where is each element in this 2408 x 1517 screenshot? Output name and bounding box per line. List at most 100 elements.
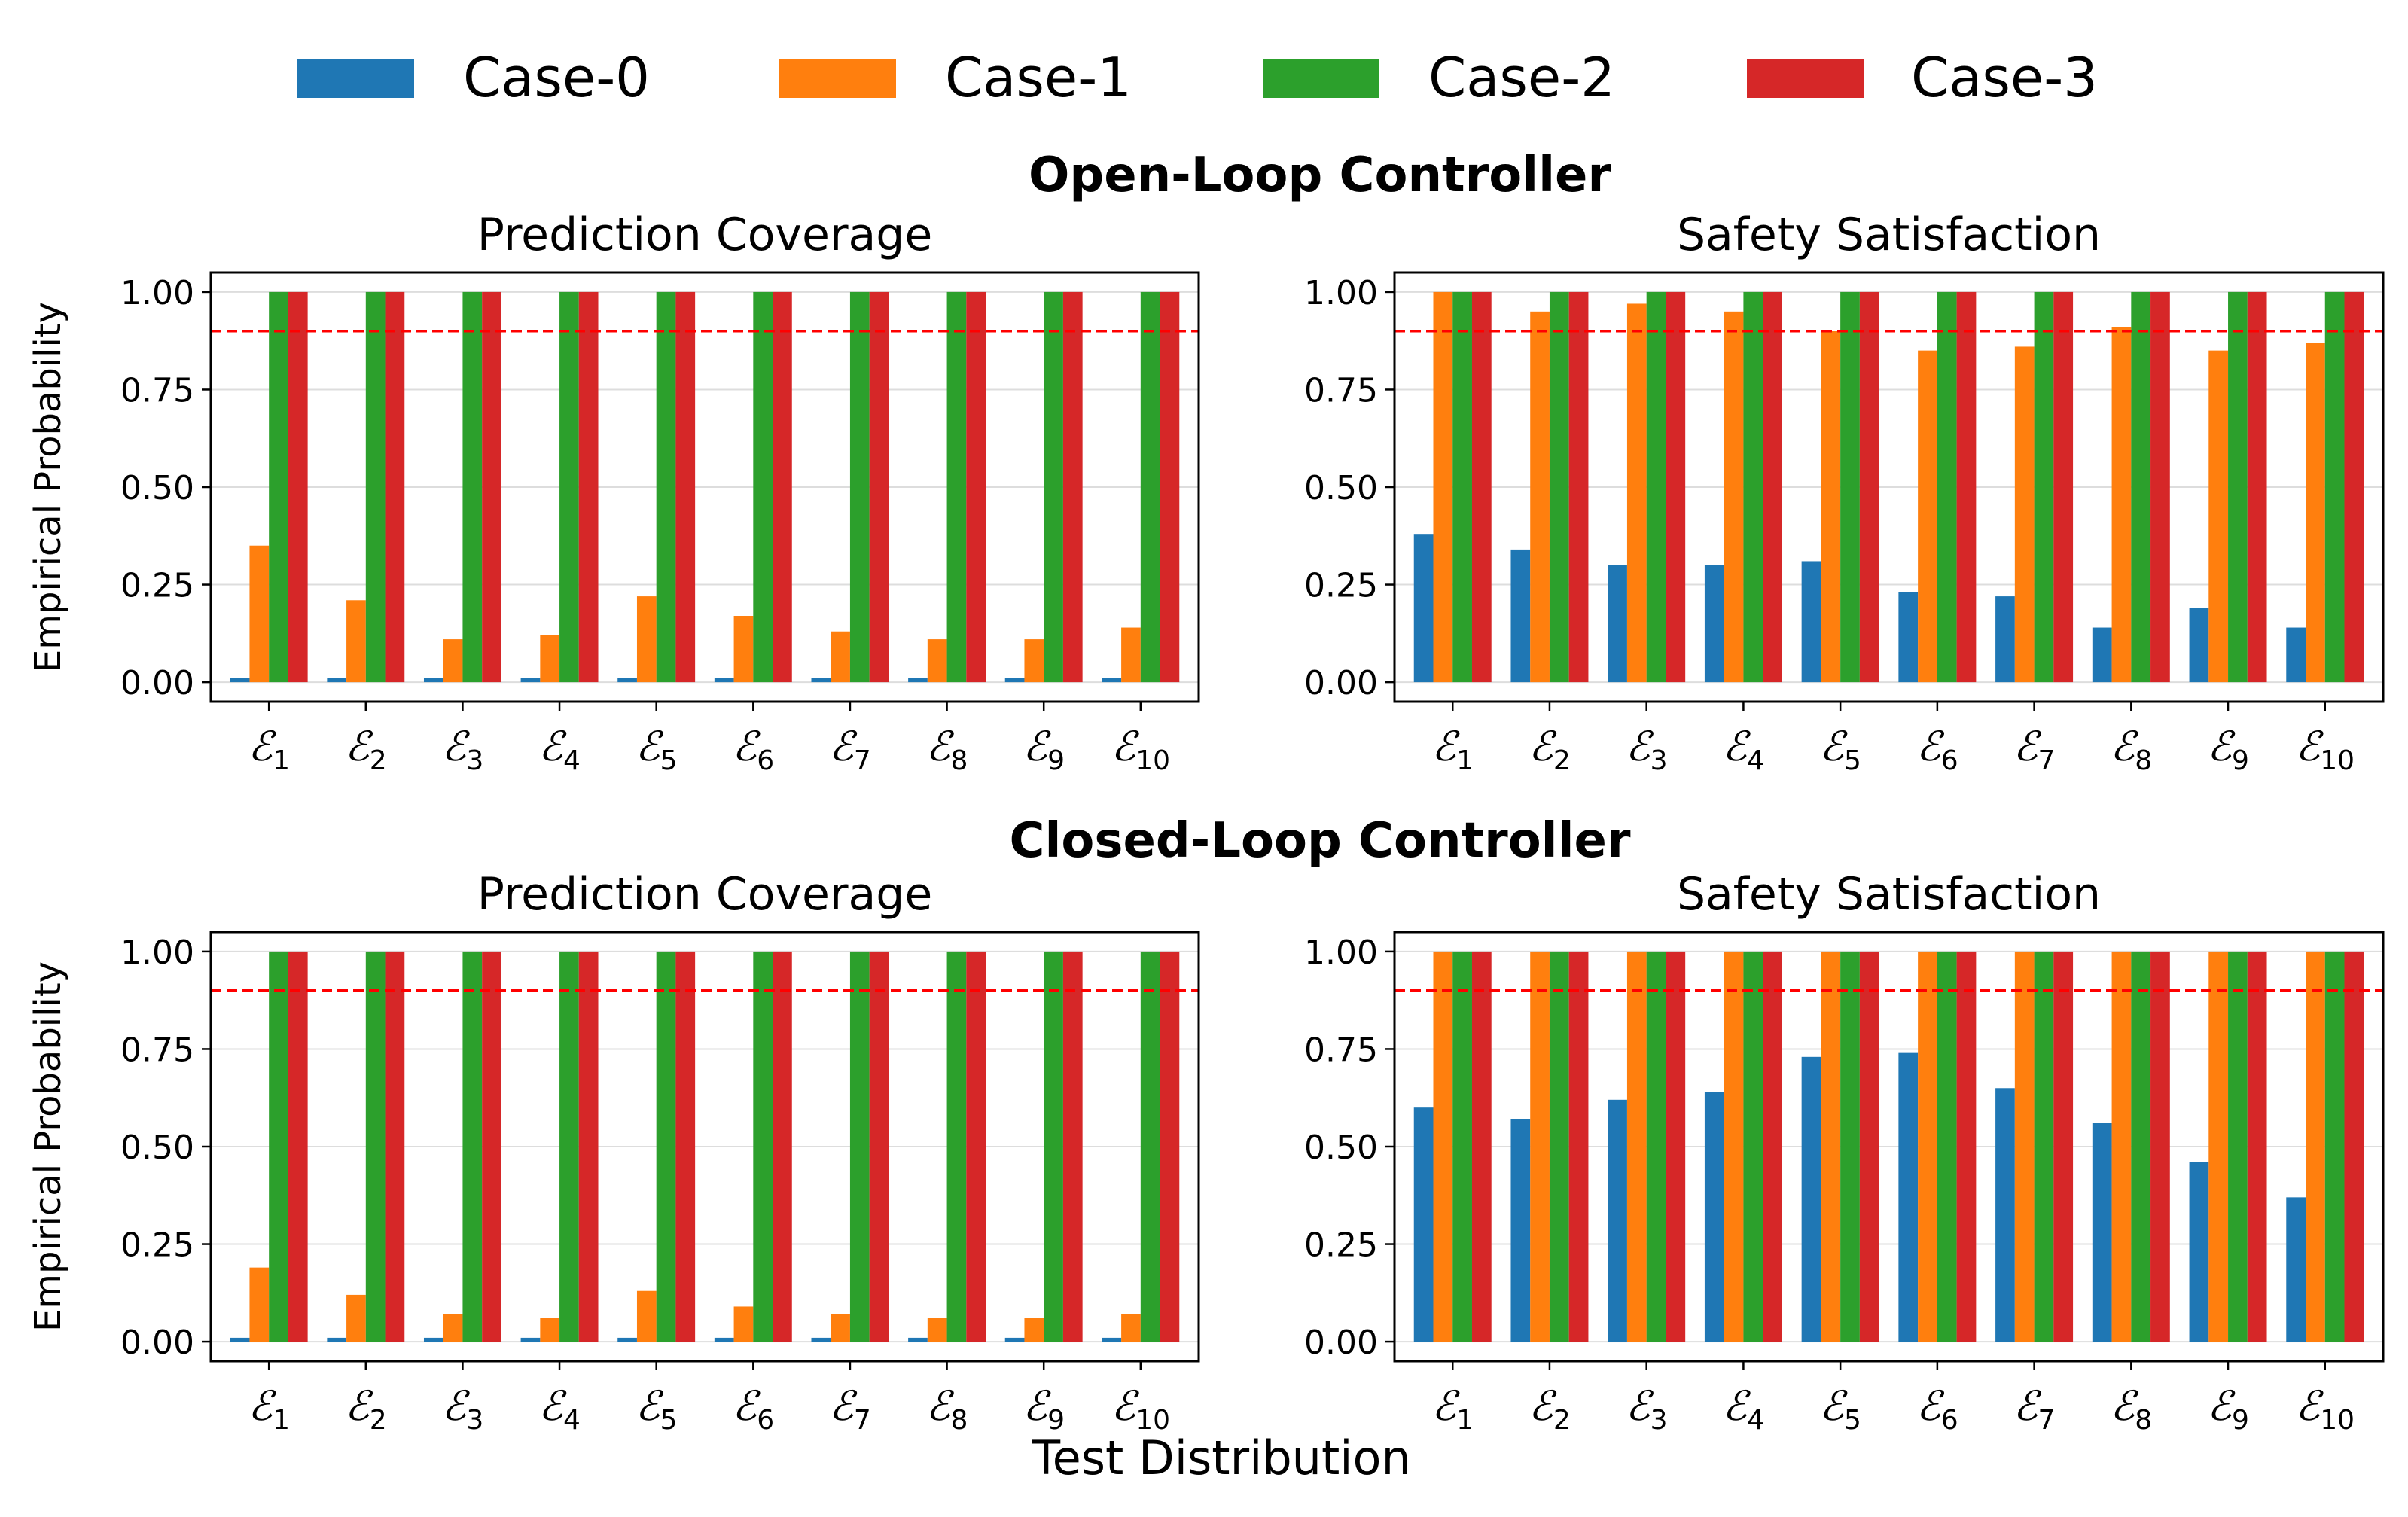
bar-case-3-e10 xyxy=(1160,291,1180,683)
bar-case-3-e3 xyxy=(1666,951,1686,1342)
category-symbol: ℰ xyxy=(829,723,858,770)
x-tick-label: ℰ1 xyxy=(1431,723,1474,776)
category-index: 6 xyxy=(757,745,774,776)
category-index: 2 xyxy=(370,1405,387,1436)
category-index: 5 xyxy=(1844,745,1861,776)
x-tick-label: ℰ4 xyxy=(538,723,581,776)
bar-case-1-e10 xyxy=(2306,343,2325,683)
axes-frame xyxy=(209,271,1200,703)
x-tick-label: ℰ2 xyxy=(1529,1382,1571,1436)
subplot-title: Safety Satisfaction xyxy=(1677,868,2101,921)
bar-case-0-e4 xyxy=(1704,1092,1724,1342)
category-symbol: ℰ xyxy=(1916,723,1945,770)
bar-case-1-e7 xyxy=(2014,346,2035,683)
bar-case-2-e5 xyxy=(656,291,676,683)
category-symbol: ℰ xyxy=(1626,723,1654,770)
bar-case-1-e2 xyxy=(346,1294,366,1342)
category-symbol: ℰ xyxy=(733,1382,761,1430)
bar-case-0-e7 xyxy=(1995,596,2015,683)
axes-frame xyxy=(1393,271,2385,703)
x-tick-label: ℰ2 xyxy=(345,723,387,776)
section-title-closed-loop: Closed-Loop Controller xyxy=(1009,813,1630,869)
bar-case-2-e6 xyxy=(753,291,773,683)
bar-case-3-e3 xyxy=(1666,291,1686,683)
bar-case-1-e8 xyxy=(2111,951,2132,1342)
category-symbol: ℰ xyxy=(2111,1382,2139,1430)
bar-case-0-e2 xyxy=(327,1337,347,1342)
category-symbol: ℰ xyxy=(1529,723,1557,770)
bar-case-3-e4 xyxy=(578,291,599,683)
bar-case-3-e1 xyxy=(1471,951,1492,1342)
x-tick-label: ℰ6 xyxy=(1916,723,1958,776)
bar-case-2-e2 xyxy=(1549,291,1569,683)
section-title-open-loop: Open-Loop Controller xyxy=(1029,148,1611,203)
bar-case-1-e6 xyxy=(733,1306,754,1342)
x-tick-label: ℰ8 xyxy=(926,1382,968,1436)
bar-case-1-e4 xyxy=(1724,951,1744,1342)
bar-case-2-e8 xyxy=(2131,291,2151,683)
bar-case-2-e1 xyxy=(1452,291,1472,683)
bar-case-0-e7 xyxy=(811,1337,831,1342)
bar-case-2-e8 xyxy=(946,951,967,1342)
category-index: 1 xyxy=(273,745,290,776)
bar-case-3-e6 xyxy=(1956,951,1977,1342)
x-tick-label: ℰ8 xyxy=(2111,723,2153,776)
bar-case-2-e3 xyxy=(462,951,483,1342)
bar-case-0-e9 xyxy=(1004,678,1025,683)
category-index: 7 xyxy=(854,745,871,776)
x-tick-label: ℰ6 xyxy=(733,1382,775,1436)
x-tick-label: ℰ4 xyxy=(1723,1382,1765,1436)
bar-case-2-e8 xyxy=(946,291,967,683)
x-tick-label: ℰ4 xyxy=(1723,723,1765,776)
bar-case-0-e1 xyxy=(1413,534,1434,683)
bar-case-1-e1 xyxy=(1433,951,1453,1342)
bar-case-0-e6 xyxy=(714,1337,734,1342)
category-index: 10 xyxy=(1135,1405,1170,1436)
bar-case-2-e6 xyxy=(1937,291,1957,683)
bar-case-0-e2 xyxy=(1510,549,1531,683)
bar-case-0-e3 xyxy=(1608,1099,1627,1342)
category-symbol: ℰ xyxy=(345,723,373,770)
legend-swatch-case-0 xyxy=(297,59,414,98)
bar-case-3-e1 xyxy=(1471,291,1492,683)
x-tick-label: ℰ7 xyxy=(2013,1382,2056,1436)
category-index: 1 xyxy=(273,1405,290,1436)
y-tick-label: 0.50 xyxy=(1304,469,1378,507)
bar-case-3-e4 xyxy=(1763,951,1782,1342)
bar-case-2-e7 xyxy=(849,291,870,683)
bar-case-3-e10 xyxy=(1160,951,1180,1342)
subplot-title: Prediction Coverage xyxy=(477,209,933,261)
bar-case-3-e2 xyxy=(385,951,405,1342)
category-symbol: ℰ xyxy=(345,1382,373,1430)
bar-case-3-e7 xyxy=(2053,291,2074,683)
category-symbol: ℰ xyxy=(2013,1382,2042,1430)
bar-case-0-e10 xyxy=(2286,1197,2306,1342)
y-tick-label: 0.50 xyxy=(120,469,194,507)
bar-case-1-e10 xyxy=(1121,627,1141,683)
x-tick-label: ℰ9 xyxy=(1023,723,1065,776)
bar-case-1-e1 xyxy=(249,1267,270,1342)
bar-case-1-e3 xyxy=(1626,951,1647,1342)
category-index: 8 xyxy=(2135,745,2152,776)
bar-case-1-e9 xyxy=(1024,1318,1044,1342)
bar-case-2-e1 xyxy=(269,951,288,1342)
category-symbol: ℰ xyxy=(2207,1382,2236,1430)
bar-case-3-e8 xyxy=(2150,951,2170,1342)
category-symbol: ℰ xyxy=(1916,1382,1945,1430)
y-tick-label: 0.75 xyxy=(1304,1031,1378,1069)
bar-case-0-e3 xyxy=(1608,565,1627,683)
category-symbol: ℰ xyxy=(2296,1382,2324,1430)
category-index: 10 xyxy=(1135,745,1170,776)
category-index: 10 xyxy=(2320,1405,2355,1436)
bar-case-2-e1 xyxy=(269,291,288,683)
bar-case-1-e9 xyxy=(1024,639,1044,683)
bar-case-3-e8 xyxy=(966,951,986,1342)
axes-frame xyxy=(1393,931,2385,1363)
y-tick-label: 0.50 xyxy=(120,1129,194,1167)
bar-case-1-e4 xyxy=(540,635,560,683)
category-symbol: ℰ xyxy=(1723,1382,1751,1430)
bar-case-0-e7 xyxy=(811,678,831,683)
y-tick-label: 0.25 xyxy=(1304,567,1378,605)
y-axis-label: Empirical Probability xyxy=(27,961,69,1332)
